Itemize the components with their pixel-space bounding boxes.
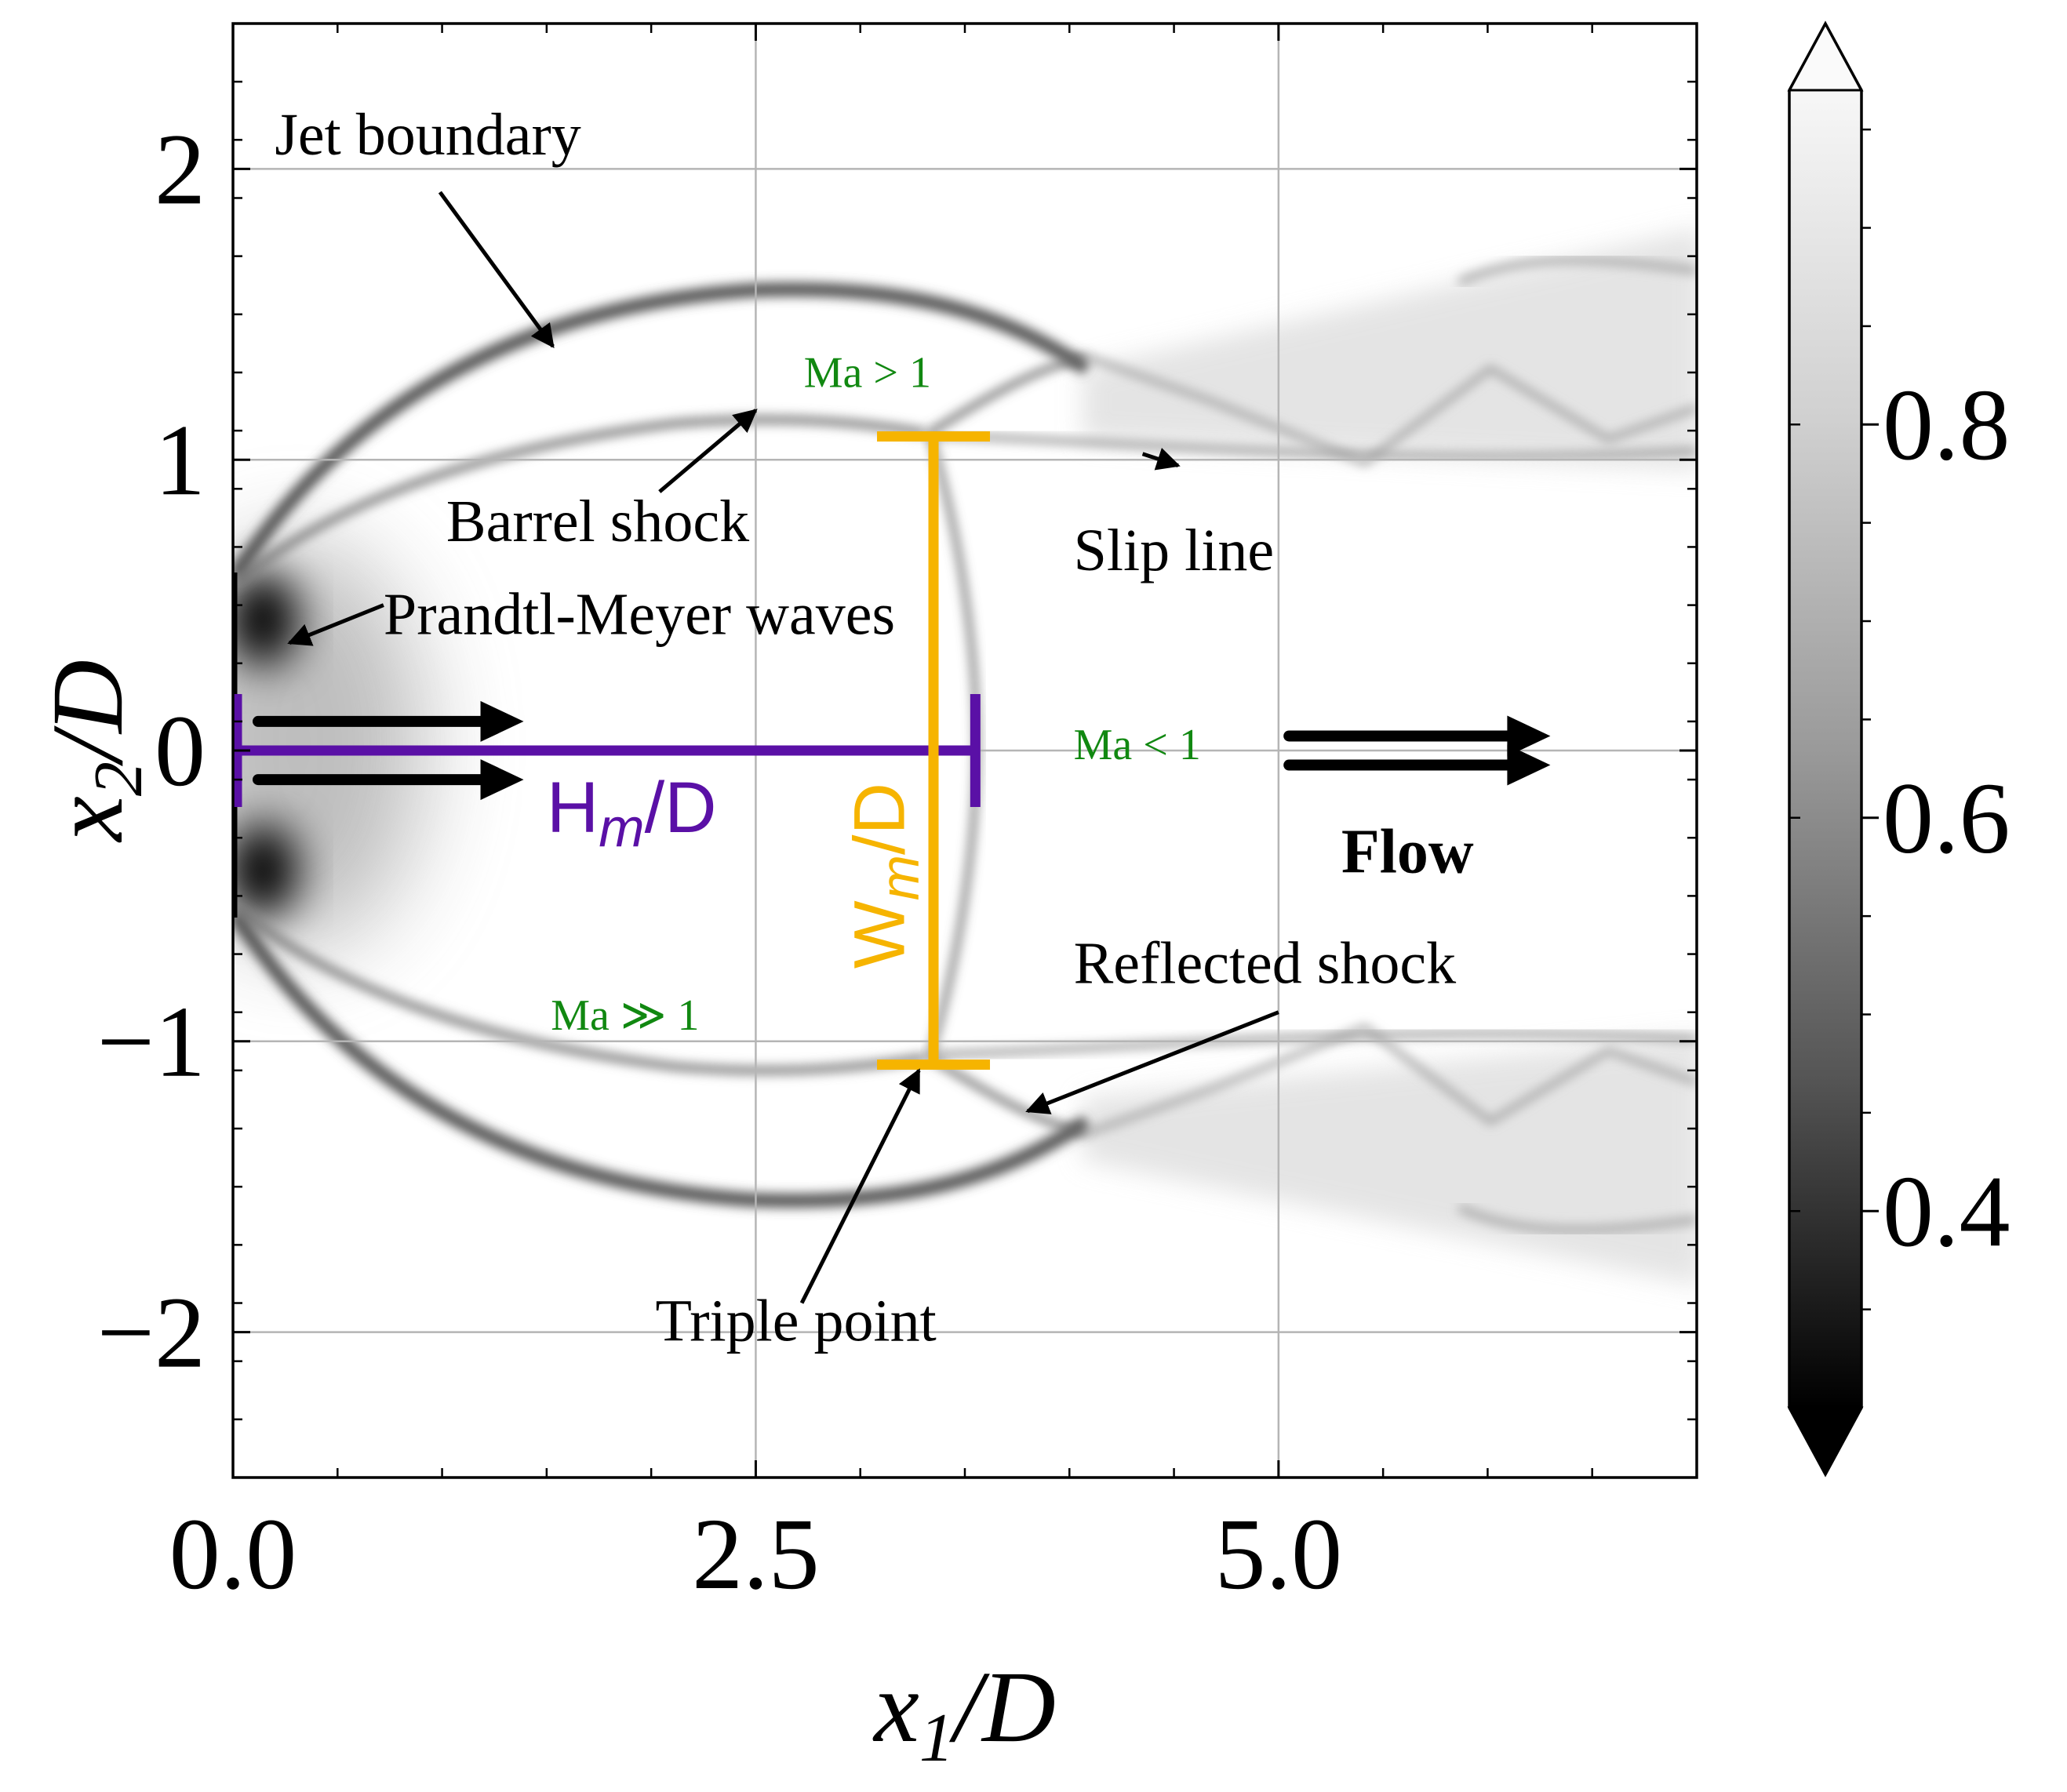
colorbar-extend-min (1787, 1406, 1864, 1478)
jet-flow-arrow-upper-head (480, 700, 524, 742)
x-axis-label: x1/D (872, 1651, 1056, 1776)
mach-label: Ma > 1 (804, 349, 931, 398)
annotation-label: Prandtl-Meyer waves (384, 582, 895, 648)
annotation-arrow (1141, 447, 1181, 471)
annotation-arrow (1025, 1010, 1279, 1114)
flow-arrow-lower-head (1507, 744, 1551, 786)
x-tick-label: 0.0 (169, 1498, 297, 1611)
hm-label: Hm/D (547, 768, 717, 858)
annotation-arrows (287, 191, 1279, 1304)
annotation-arrow (438, 191, 555, 349)
y-tick-label: 1 (155, 404, 206, 517)
colorbar-tick-label: 0.4 (1883, 1155, 2011, 1268)
annotation-arrow (799, 1068, 921, 1304)
annotation-label: Reflected shock (1074, 931, 1456, 997)
y-axis-label: x2/D (31, 660, 157, 843)
jet-flow-arrow-lower-head (480, 759, 524, 801)
colorbar: 0.8 0.6 0.4 (1787, 20, 2011, 1478)
y-tick-label: −2 (97, 1277, 206, 1390)
measurements: Hm/D Wm/D (231, 431, 991, 1070)
annotation-label: Flow (1341, 818, 1474, 887)
flow-arrows (252, 700, 1551, 801)
colorbar-extend-max (1787, 20, 1864, 92)
mach-labels: Ma > 1 Ma < 1 Ma ≫ 1 (551, 349, 1201, 1040)
colorbar-outline (1788, 20, 1863, 1478)
annotation-label: Jet boundary (275, 102, 580, 168)
wm-label: Wm/D (840, 783, 930, 969)
annotation-label: Barrel shock (446, 489, 749, 554)
x-ticks: 0.0 2.5 5.0 (169, 24, 1698, 1611)
annotations: Jet boundary Barrel shock Prandtl-Meyer wa… (275, 102, 1474, 1354)
annotation-arrow (658, 409, 758, 493)
y-ticks: 2 1 0 −1 −2 (97, 22, 1697, 1479)
annotation-arrow (287, 603, 384, 646)
colorbar-tick-label: 0.6 (1883, 762, 2011, 875)
flow-arrow-upper-head (1507, 715, 1551, 757)
colorbar-tick-label: 0.8 (1883, 369, 2011, 482)
y-tick-label: 2 (155, 113, 206, 226)
annotation-label: Triple point (655, 1289, 936, 1354)
x-tick-label: 5.0 (1215, 1498, 1343, 1611)
y-tick-label: 0 (155, 695, 206, 808)
x-tick-label: 2.5 (692, 1498, 820, 1611)
y-tick-label: −1 (97, 986, 206, 1099)
mach-label: Ma ≫ 1 (551, 991, 699, 1040)
mach-label: Ma < 1 (1074, 721, 1201, 769)
colorbar-body (1789, 90, 1861, 1408)
colorbar-ticks: 0.8 0.6 0.4 (1789, 128, 2011, 1310)
annotation-label: Slip line (1074, 518, 1274, 583)
